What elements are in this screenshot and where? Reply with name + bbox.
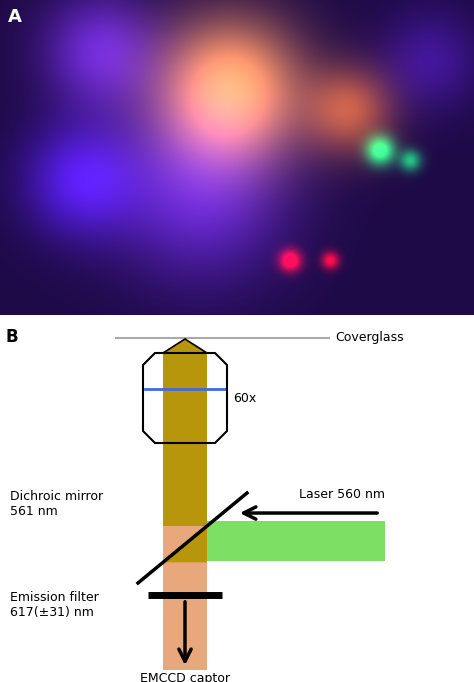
Bar	[207, 521, 385, 561]
Text: B: B	[6, 328, 18, 346]
Bar	[163, 526, 207, 670]
Text: Emission filter
617(±31) nm: Emission filter 617(±31) nm	[10, 591, 99, 619]
Text: Laser 560 nm: Laser 560 nm	[299, 488, 385, 501]
Polygon shape	[163, 339, 207, 353]
Bar	[163, 443, 207, 563]
Text: A: A	[8, 8, 22, 26]
Polygon shape	[163, 526, 207, 563]
Bar	[163, 353, 207, 443]
Bar	[143, 353, 227, 443]
Text: Coverglass: Coverglass	[335, 331, 404, 344]
Text: Dichroic mirror
561 nm: Dichroic mirror 561 nm	[10, 490, 103, 518]
Text: EMCCD captor: EMCCD captor	[140, 672, 230, 682]
Text: 60x: 60x	[233, 391, 256, 404]
Polygon shape	[163, 526, 207, 563]
